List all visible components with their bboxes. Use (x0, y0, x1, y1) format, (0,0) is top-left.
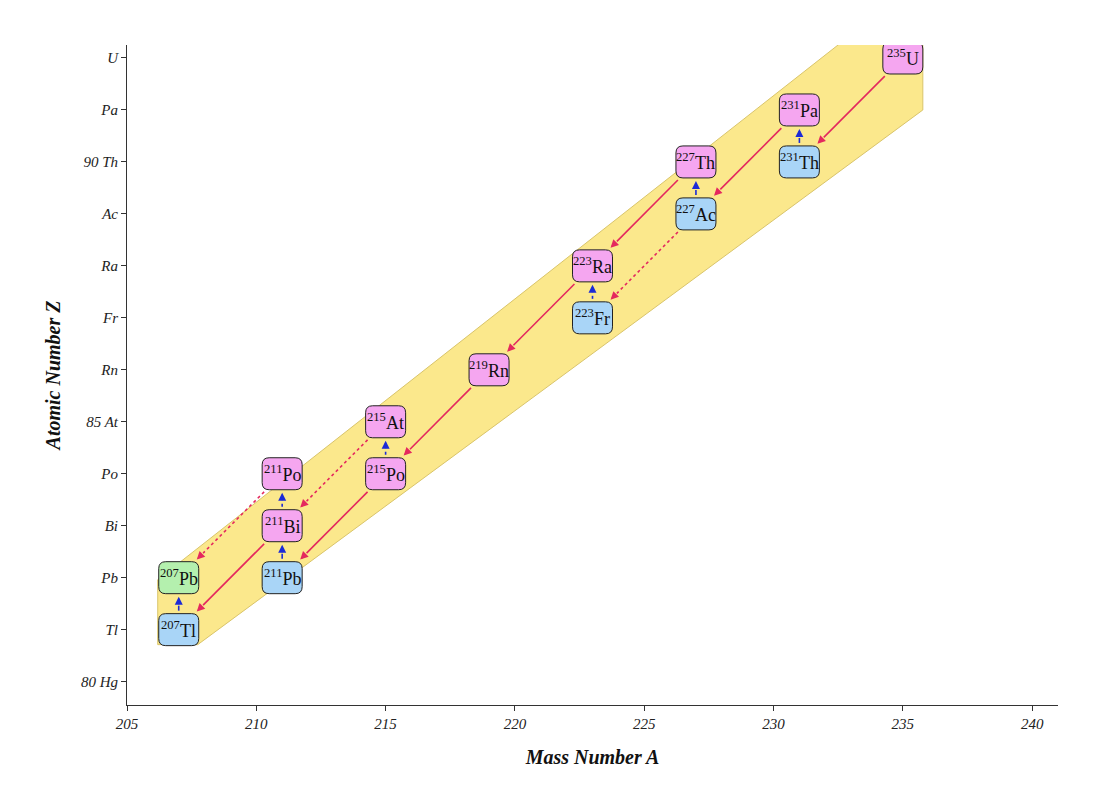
svg-text:​227​Th: ​227​Th (676, 150, 715, 173)
svg-text:​231​Pa: ​231​Pa (781, 98, 818, 121)
svg-text:​215​At: ​215​At (367, 410, 404, 433)
svg-text:Mass Number A: Mass Number A (525, 746, 660, 768)
svg-text:​215​Po: ​215​Po (367, 462, 405, 485)
svg-text:​223​Fr: ​223​Fr (575, 306, 610, 329)
svg-text:​207​Pb: ​207​Pb (160, 566, 198, 589)
svg-text:Rn: Rn (100, 362, 118, 378)
svg-text:Fr: Fr (102, 310, 118, 326)
svg-text:​211​Bi: ​211​Bi (265, 514, 300, 537)
svg-text:225: 225 (633, 716, 656, 732)
svg-text:​235​U: ​235​U (887, 46, 919, 69)
svg-text:Po: Po (100, 466, 118, 482)
svg-text:​227​Ac: ​227​Ac (676, 202, 716, 225)
svg-text:240: 240 (1021, 716, 1044, 732)
svg-text:85 At: 85 At (86, 414, 119, 430)
svg-text:U: U (107, 50, 119, 66)
svg-text:​211​Pb: ​211​Pb (264, 566, 301, 589)
svg-text:Bi: Bi (105, 518, 118, 534)
svg-text:80 Hg: 80 Hg (81, 674, 119, 690)
svg-text:Ac: Ac (101, 206, 118, 222)
svg-text:Tl: Tl (105, 622, 118, 638)
svg-text:​223​Ra: ​223​Ra (573, 254, 612, 277)
svg-text:215: 215 (374, 716, 397, 732)
svg-text:230: 230 (762, 716, 785, 732)
svg-text:Pa: Pa (100, 102, 118, 118)
svg-text:​219​Rn: ​219​Rn (469, 358, 509, 381)
svg-text:210: 210 (245, 716, 268, 732)
svg-text:205: 205 (116, 716, 139, 732)
svg-text:90 Th: 90 Th (83, 154, 118, 170)
svg-text:220: 220 (504, 716, 527, 732)
svg-text:​211​Po: ​211​Po (264, 462, 301, 485)
svg-text:235: 235 (892, 716, 915, 732)
svg-text:Pb: Pb (100, 570, 118, 586)
svg-text:Atomic Number Z: Atomic Number Z (42, 301, 64, 452)
svg-text:Ra: Ra (100, 258, 118, 274)
svg-text:​231​Th: ​231​Th (780, 150, 819, 173)
svg-text:​207​Tl: ​207​Tl (161, 618, 196, 641)
